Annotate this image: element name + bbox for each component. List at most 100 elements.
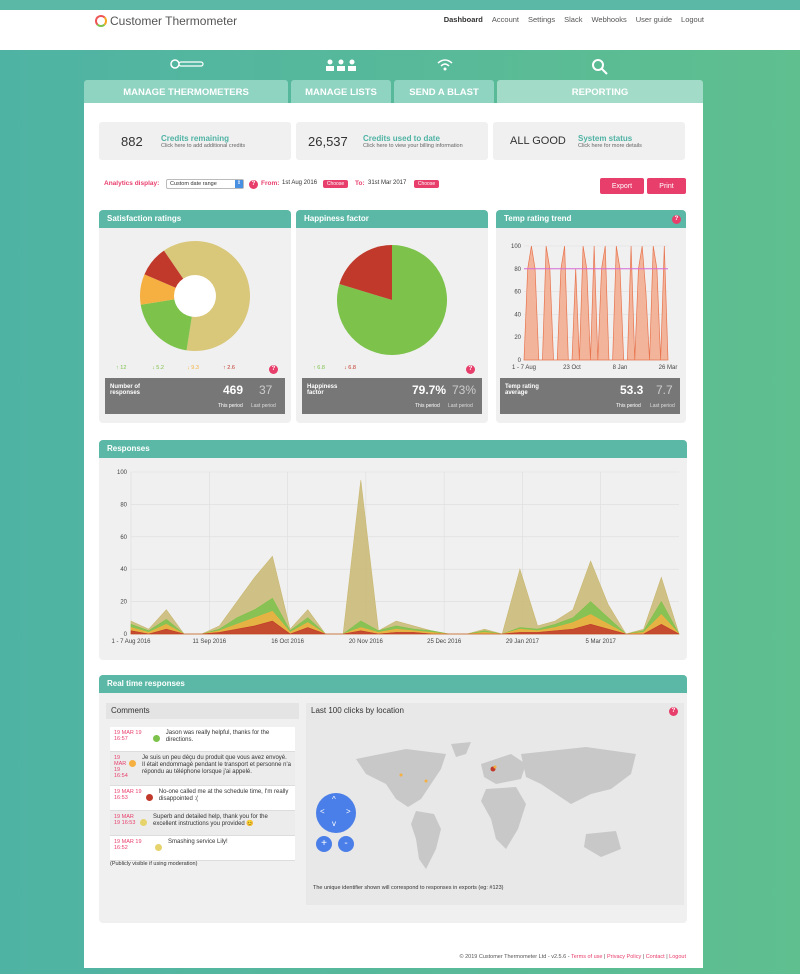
- footer-contact-link[interactable]: Contact: [645, 954, 665, 960]
- responses-area-chart: 0 20 40 60 80 100 1 - 7 Aug 2016 11 Sep 2016 16 …: [111, 470, 680, 645]
- sat-stat-4: ↑ 2.6: [223, 365, 235, 371]
- tab-manage-lists[interactable]: MANAGE LISTS: [291, 80, 391, 104]
- temp-panel: Temp rating trend ? 0 20 40 60 80 100 1 - 7 Au…: [496, 210, 686, 423]
- wifi-icon: [437, 59, 453, 71]
- print-button[interactable]: Print: [647, 178, 686, 194]
- temp-help-icon[interactable]: ?: [672, 215, 681, 224]
- comment-row: 19 MAR 19 16:53 Superb and detailed help,…: [110, 811, 295, 836]
- happiness-help-icon[interactable]: ?: [466, 365, 475, 374]
- happiness-panel: Happiness factor ↑ 6.8 ↓ 6.8 ? Happiness…: [296, 210, 488, 423]
- analytics-help-icon[interactable]: ?: [249, 180, 258, 189]
- logo[interactable]: Customer Thermometer: [95, 12, 237, 30]
- zoom-out-button[interactable]: -: [338, 836, 354, 852]
- pan-left-icon[interactable]: <: [320, 807, 325, 816]
- map-pan-control[interactable]: ^ < > v: [316, 793, 356, 833]
- x-tick-label: 20 Nov 2016: [349, 639, 384, 645]
- users-icon: [326, 59, 356, 71]
- x-tick-label: 1 - 7 Aug: [512, 365, 536, 371]
- comment-date: 19 MAR 19 16:53: [114, 814, 136, 826]
- satisfaction-help-icon[interactable]: ?: [269, 365, 278, 374]
- footer-privacy-link[interactable]: Privacy Policy: [606, 954, 642, 960]
- y-tick-label: 0: [518, 358, 522, 364]
- series-area-gold: [130, 480, 680, 635]
- system-status-card[interactable]: ALL GOOD System status Click here for mor…: [493, 122, 685, 160]
- pan-up-icon[interactable]: ^: [332, 795, 336, 804]
- x-tick-label: 29 Jan 2017: [506, 639, 540, 645]
- pie-slice-unhappy: [339, 245, 392, 300]
- x-tick-label: 26 Mar: [659, 365, 678, 371]
- nav-account[interactable]: Account: [491, 15, 519, 24]
- rating-dot-icon: [152, 735, 160, 742]
- map-title: Last 100 clicks by location: [311, 706, 404, 715]
- rating-dot-icon: [155, 844, 162, 851]
- y-tick-label: 80: [514, 267, 521, 273]
- realtime-panel: Real time responses Comments 19 MAR 19 1…: [99, 675, 687, 923]
- satisfaction-donut-chart: [140, 241, 250, 351]
- date-range-select[interactable]: Custom date range ⇕: [166, 179, 244, 189]
- header: [0, 10, 800, 50]
- top-strip: [0, 0, 800, 10]
- nav-user-guide[interactable]: User guide: [635, 15, 673, 24]
- credits-used-card[interactable]: 26,537 Credits used to date Click here to…: [296, 122, 488, 160]
- satisfaction-summary: Number of responses 469 37 This period L…: [105, 378, 285, 414]
- donut-hole: [174, 275, 216, 317]
- from-label: From:: [261, 180, 280, 187]
- responses-panel: Responses 0 20 40 60 80 100 1 - 7 Aug 2016 11 S…: [99, 440, 687, 660]
- y-tick-label: 20: [120, 600, 127, 606]
- pan-down-icon[interactable]: v: [332, 819, 336, 828]
- nav-slack[interactable]: Slack: [564, 15, 583, 24]
- pan-right-icon[interactable]: >: [346, 807, 351, 816]
- y-tick-label: 100: [117, 470, 128, 476]
- footer-terms-link[interactable]: Terms of use: [570, 954, 603, 960]
- y-tick-label: 20: [514, 335, 521, 341]
- tab-manage-thermometers[interactable]: MANAGE THERMOMETERS: [84, 80, 288, 104]
- footer: © 2019 Customer Thermometer Ltd - v2.5.6…: [459, 954, 686, 960]
- tab-send-a-blast[interactable]: SEND A BLAST: [394, 80, 494, 104]
- comment-date: 19 MAR 19 16:57: [114, 730, 142, 742]
- to-choose-button[interactable]: Choose: [414, 180, 439, 188]
- from-choose-button[interactable]: Choose: [323, 180, 348, 188]
- responses-title: Responses: [99, 440, 687, 458]
- rating-dot-icon: [129, 760, 137, 767]
- rating-dot-icon: [145, 794, 153, 801]
- sat-stat-1: ↑ 12: [116, 365, 127, 371]
- x-tick-label: 23 Oct: [563, 365, 581, 371]
- footer-logout-link[interactable]: Logout: [669, 954, 686, 960]
- map-help-icon[interactable]: ?: [669, 707, 678, 716]
- export-button[interactable]: Export: [600, 178, 644, 194]
- temp-trend-chart: 0 20 40 60 80 100 1 - 7 Aug 23 Oct 8 Jan 26 Mar: [511, 244, 678, 371]
- temp-title: Temp rating trend: [496, 210, 686, 228]
- y-tick-label: 100: [511, 244, 522, 250]
- nav-webhooks[interactable]: Webhooks: [591, 15, 627, 24]
- nav-settings[interactable]: Settings: [528, 15, 556, 24]
- search-icon: [592, 59, 608, 75]
- main-tabs: MANAGE THERMOMETERS MANAGE LISTS SEND A …: [84, 80, 703, 104]
- credits-remaining-card[interactable]: 882 Credits remaining Click here to add a…: [99, 122, 291, 160]
- comment-text: Jason was really helpful, thanks for the…: [165, 730, 270, 743]
- rating-dot-icon: [140, 819, 148, 826]
- nav-dashboard[interactable]: Dashboard: [443, 15, 483, 24]
- satisfaction-panel: Satisfaction ratings ↑ 12 ↓ 5.2 ↓ 9.3 ↑ …: [99, 210, 291, 423]
- comment-date: 19 MAR 19 16:54: [114, 755, 128, 779]
- happiness-pie-chart: [337, 245, 447, 355]
- comment-row: 19 MAR 19 16:52 Smashing service Lily!: [110, 836, 295, 861]
- comment-text: Superb and detailed help, thank you for …: [153, 814, 268, 827]
- y-tick-label: 60: [514, 290, 521, 296]
- x-tick-label: 16 Oct 2016: [271, 639, 304, 645]
- y-tick-label: 0: [124, 632, 128, 638]
- tab-reporting[interactable]: REPORTING: [497, 80, 703, 104]
- zoom-in-button[interactable]: +: [316, 836, 332, 852]
- world-map[interactable]: [346, 739, 666, 879]
- map-section: Last 100 clicks by location ? ^ < > v + …: [306, 703, 684, 905]
- thermometer-icon: [170, 59, 204, 69]
- thermometer-logo-icon: [95, 15, 107, 27]
- hap-stat-1: ↑ 6.8: [313, 365, 325, 371]
- comments-title: Comments: [106, 703, 299, 719]
- comment-row: 19 MAR 19 16:53 No-one called me at the s…: [110, 786, 295, 811]
- nav-logout[interactable]: Logout: [681, 15, 704, 24]
- y-tick-label: 80: [120, 502, 127, 508]
- hap-stat-2: ↓ 6.8: [344, 365, 356, 371]
- comment-text: No-one called me at the schedule time, I…: [158, 789, 289, 802]
- comment-date: 19 MAR 19 16:52: [114, 839, 142, 851]
- happiness-summary: Happiness factor 79.7% 73% This period L…: [302, 378, 482, 414]
